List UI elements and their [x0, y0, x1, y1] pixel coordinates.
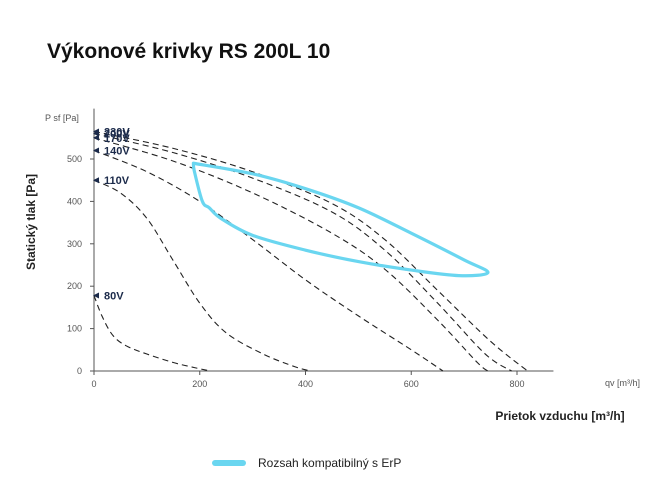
legend-label-erp: Rozsah kompatibilný s ErP	[258, 456, 402, 470]
y-tick-label: 300	[67, 239, 82, 249]
x-tick-label: 800	[509, 379, 524, 389]
y-axis-title: Statický tlak [Pa]	[24, 174, 38, 270]
curve-marker-170v	[93, 134, 99, 141]
x-tick-label: 400	[298, 379, 313, 389]
curve-200v	[93, 133, 513, 372]
curve-marker-80v	[93, 292, 99, 299]
curve-80v	[93, 295, 211, 372]
curve-label-110v: 110V	[104, 175, 130, 187]
curve-170v	[93, 137, 489, 372]
x-tick-label: 600	[404, 379, 419, 389]
y-tick-label: 0	[77, 366, 82, 376]
legend: Rozsah kompatibilný s ErP	[212, 456, 401, 470]
curve-marker-140v	[93, 147, 99, 154]
curve-label-170v: 170V	[104, 133, 130, 145]
x-axis-title: Prietok vzduchu [m³/h]	[495, 409, 624, 423]
x-unit-label: qv [m³/h]	[605, 378, 640, 388]
y-unit-label: P sf [Pa]	[45, 113, 79, 123]
y-tick-label: 400	[67, 196, 82, 206]
curve-230v	[93, 130, 528, 372]
erp-range-outline	[191, 161, 490, 278]
y-tick-label: 500	[67, 154, 82, 164]
curve-140v	[93, 150, 444, 372]
y-tick-label: 200	[67, 281, 82, 291]
x-tick-label: 0	[91, 379, 96, 389]
x-tick-label: 200	[192, 379, 207, 389]
chart-title: Výkonové krivky RS 200L 10	[47, 40, 331, 63]
curve-marker-200v	[93, 130, 99, 137]
curve-label-140v: 140V	[104, 146, 130, 158]
y-tick-label: 100	[67, 324, 82, 334]
curve-label-230v: 230V	[104, 126, 130, 138]
curve-label-80v: 80V	[104, 291, 124, 303]
curve-marker-110v	[93, 177, 99, 184]
legend-swatch-erp	[212, 460, 246, 466]
curve-label-200v: 200V	[104, 129, 130, 141]
curve-110v	[93, 179, 311, 372]
